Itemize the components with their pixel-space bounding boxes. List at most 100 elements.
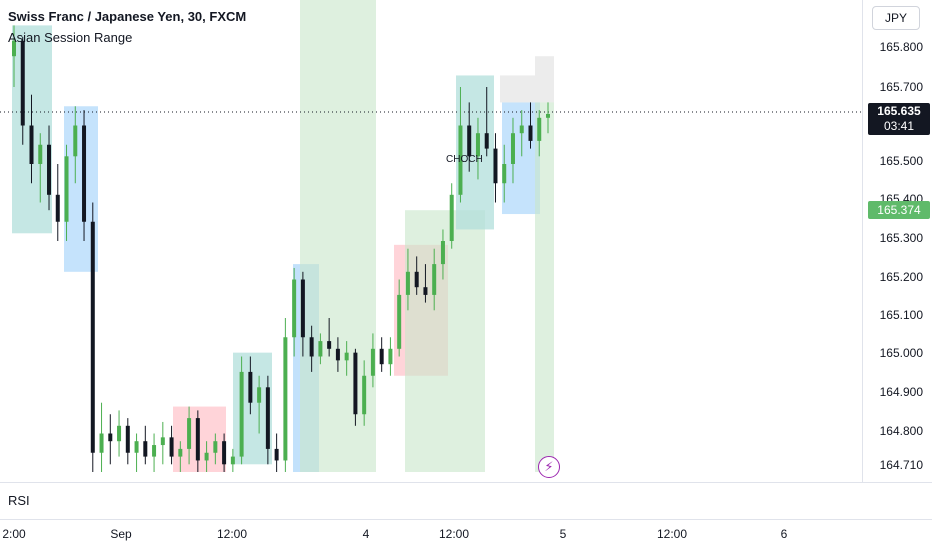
- candle[interactable]: [265, 375, 270, 465]
- price-tick: 165.000: [879, 346, 923, 360]
- candle[interactable]: [195, 410, 200, 472]
- candle[interactable]: [353, 348, 358, 426]
- candle[interactable]: [510, 117, 515, 184]
- chart-area[interactable]: Swiss Franc / Japanese Yen, 30, FXCM Asi…: [0, 0, 862, 482]
- symbol-title[interactable]: Swiss Franc / Japanese Yen, 30, FXCM: [8, 9, 247, 24]
- candle[interactable]: [90, 202, 95, 473]
- candle-body: [47, 144, 52, 195]
- candle[interactable]: [222, 433, 227, 473]
- price-tick: 165.700: [879, 80, 923, 94]
- candle[interactable]: [362, 360, 367, 426]
- candle[interactable]: [300, 271, 305, 357]
- candle-body: [195, 418, 200, 461]
- candle[interactable]: [12, 25, 16, 87]
- candle[interactable]: [292, 267, 297, 357]
- candle[interactable]: [99, 402, 104, 472]
- time-tick: 2:00: [2, 527, 26, 541]
- candle[interactable]: [475, 117, 480, 180]
- time-tick: 4: [362, 527, 370, 541]
- candle[interactable]: [213, 433, 218, 465]
- candle[interactable]: [379, 337, 384, 372]
- candle[interactable]: [187, 406, 192, 465]
- candle-body: [29, 125, 34, 164]
- candle[interactable]: [519, 110, 524, 157]
- candle[interactable]: [29, 94, 34, 184]
- candle-body: [397, 294, 402, 349]
- candle[interactable]: [309, 325, 314, 372]
- price-axis[interactable]: 165.800 165.700 165.500 165.400 165.300 …: [862, 0, 932, 482]
- candle[interactable]: [82, 110, 87, 241]
- time-tick: 6: [780, 527, 788, 541]
- candle[interactable]: [38, 133, 43, 203]
- candle[interactable]: [344, 341, 349, 376]
- candle[interactable]: [449, 183, 454, 249]
- indicator-legend[interactable]: Asian Session Range: [8, 30, 133, 45]
- candle[interactable]: [160, 421, 165, 465]
- candle[interactable]: [117, 410, 122, 457]
- price-chart[interactable]: [0, 0, 862, 482]
- candle[interactable]: [397, 279, 402, 357]
- candle[interactable]: [388, 337, 393, 376]
- candle-body: [388, 348, 393, 365]
- candle[interactable]: [134, 433, 139, 473]
- candle[interactable]: [169, 425, 174, 465]
- candle[interactable]: [283, 318, 288, 472]
- candle[interactable]: [405, 248, 410, 311]
- candle[interactable]: [528, 102, 533, 149]
- time-axis[interactable]: 2:00 Sep 12:00 4 12:00 5 12:00 6: [0, 519, 932, 550]
- candle[interactable]: [546, 102, 550, 134]
- candle[interactable]: [502, 144, 507, 203]
- candle[interactable]: [537, 110, 542, 157]
- candle-body: [160, 437, 165, 446]
- candle[interactable]: [274, 433, 279, 473]
- candle[interactable]: [178, 441, 183, 472]
- candle[interactable]: [230, 448, 235, 472]
- candle-body: [292, 279, 297, 338]
- candle[interactable]: [493, 133, 498, 203]
- candle-body: [169, 437, 174, 457]
- candle[interactable]: [257, 375, 262, 434]
- rsi-pane[interactable]: RSI: [0, 482, 932, 519]
- candle-body: [274, 448, 279, 461]
- rsi-label[interactable]: RSI: [8, 493, 30, 508]
- candle[interactable]: [467, 102, 472, 172]
- candle[interactable]: [152, 433, 157, 473]
- candle[interactable]: [47, 125, 52, 211]
- candle[interactable]: [108, 414, 113, 465]
- candle[interactable]: [370, 333, 375, 388]
- candle[interactable]: [327, 318, 332, 357]
- candle-body: [178, 448, 183, 457]
- candle[interactable]: [440, 229, 445, 280]
- session-range-box: [233, 352, 272, 465]
- session-range-box: [500, 75, 554, 103]
- session-range-box: [405, 210, 485, 472]
- time-tick: 5: [559, 527, 567, 541]
- candle-body: [82, 125, 87, 222]
- candle[interactable]: [335, 337, 340, 372]
- candle[interactable]: [73, 106, 78, 184]
- candle[interactable]: [55, 164, 60, 241]
- candle[interactable]: [239, 356, 244, 465]
- candle[interactable]: [318, 333, 323, 365]
- candle[interactable]: [125, 418, 130, 465]
- candle[interactable]: [64, 144, 69, 241]
- candle[interactable]: [414, 256, 419, 295]
- currency-selector[interactable]: JPY: [872, 6, 920, 30]
- candle[interactable]: [458, 87, 463, 203]
- candle-body: [55, 194, 60, 222]
- price-tick: 165.300: [879, 231, 923, 245]
- candle[interactable]: [20, 36, 25, 145]
- lightning-icon[interactable]: ⚡: [538, 456, 560, 478]
- candle-body: [248, 371, 253, 403]
- candle-body: [432, 264, 437, 295]
- candle[interactable]: [143, 425, 148, 465]
- candle[interactable]: [248, 356, 253, 415]
- candle[interactable]: [432, 248, 437, 311]
- candle[interactable]: [423, 264, 428, 303]
- candle-body: [300, 279, 305, 338]
- candle[interactable]: [204, 441, 209, 472]
- candle-body: [414, 271, 419, 288]
- candle-body: [222, 441, 227, 465]
- candle-body: [484, 133, 489, 149]
- candle[interactable]: [484, 87, 489, 157]
